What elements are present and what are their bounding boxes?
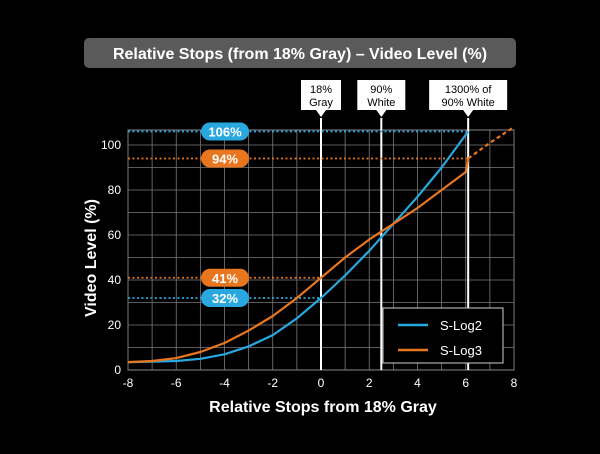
series-lines bbox=[127, 126, 515, 364]
title-banner bbox=[84, 38, 516, 68]
x-tick-label: 8 bbox=[511, 376, 518, 390]
x-tick-label: -6 bbox=[171, 376, 182, 390]
x-tick-label: 6 bbox=[462, 376, 469, 390]
y-tick-label: 20 bbox=[108, 318, 122, 332]
level-badge-label: 32% bbox=[212, 291, 238, 306]
reference-label-box bbox=[301, 80, 341, 110]
x-tick-label: -4 bbox=[219, 376, 230, 390]
y-tick-label: 80 bbox=[108, 183, 122, 197]
legend-label-s-log2: S-Log2 bbox=[440, 318, 482, 333]
x-axis-label: Relative Stops from 18% Gray bbox=[209, 399, 437, 416]
series-extension-s-log3 bbox=[467, 126, 515, 160]
level-badge-label: 106% bbox=[208, 125, 242, 140]
y-tick-label: 40 bbox=[108, 273, 122, 287]
legend-label-s-log3: S-Log3 bbox=[440, 343, 482, 358]
y-tick-label: 60 bbox=[108, 228, 122, 242]
legend: S-Log2 S-Log3 bbox=[382, 307, 504, 364]
series-line-s-log3 bbox=[127, 158, 470, 364]
series-line-s-log2 bbox=[127, 130, 470, 364]
legend-box bbox=[382, 307, 504, 364]
x-tick-label: 0 bbox=[318, 376, 325, 390]
level-badge bbox=[201, 122, 249, 141]
level-badge-label: 41% bbox=[212, 271, 238, 286]
level-badge bbox=[201, 268, 249, 287]
y-axis-label: Video Level (%) bbox=[83, 199, 100, 317]
reference-pointer bbox=[463, 110, 474, 117]
level-badge-label: 94% bbox=[212, 152, 238, 167]
reference-label-box bbox=[429, 80, 508, 110]
y-tick-label: 100 bbox=[101, 138, 121, 152]
reference-label-text: Gray bbox=[309, 97, 333, 109]
x-tick-label: -2 bbox=[267, 376, 278, 390]
reference-label-text: White bbox=[367, 97, 395, 109]
reference-label-text: 1300% of bbox=[445, 84, 492, 96]
reference-pointer bbox=[316, 110, 326, 117]
reference-label-text: 90% bbox=[370, 84, 392, 96]
level-badge bbox=[201, 289, 249, 307]
reference-label-box bbox=[357, 80, 406, 110]
reference-pointer bbox=[376, 110, 387, 117]
chart-title: Relative Stops (from 18% Gray) – Video L… bbox=[113, 46, 487, 63]
level-badge bbox=[201, 149, 249, 168]
reference-label-text: 18% bbox=[310, 84, 332, 96]
x-tick-label: 4 bbox=[414, 376, 421, 390]
reference-label-text: 90% White bbox=[442, 97, 495, 109]
x-tick-label: -8 bbox=[123, 376, 134, 390]
y-tick-label: 0 bbox=[114, 363, 121, 377]
x-tick-label: 2 bbox=[366, 376, 373, 390]
level-badges: 106% 94% 41% 32% bbox=[201, 122, 249, 307]
